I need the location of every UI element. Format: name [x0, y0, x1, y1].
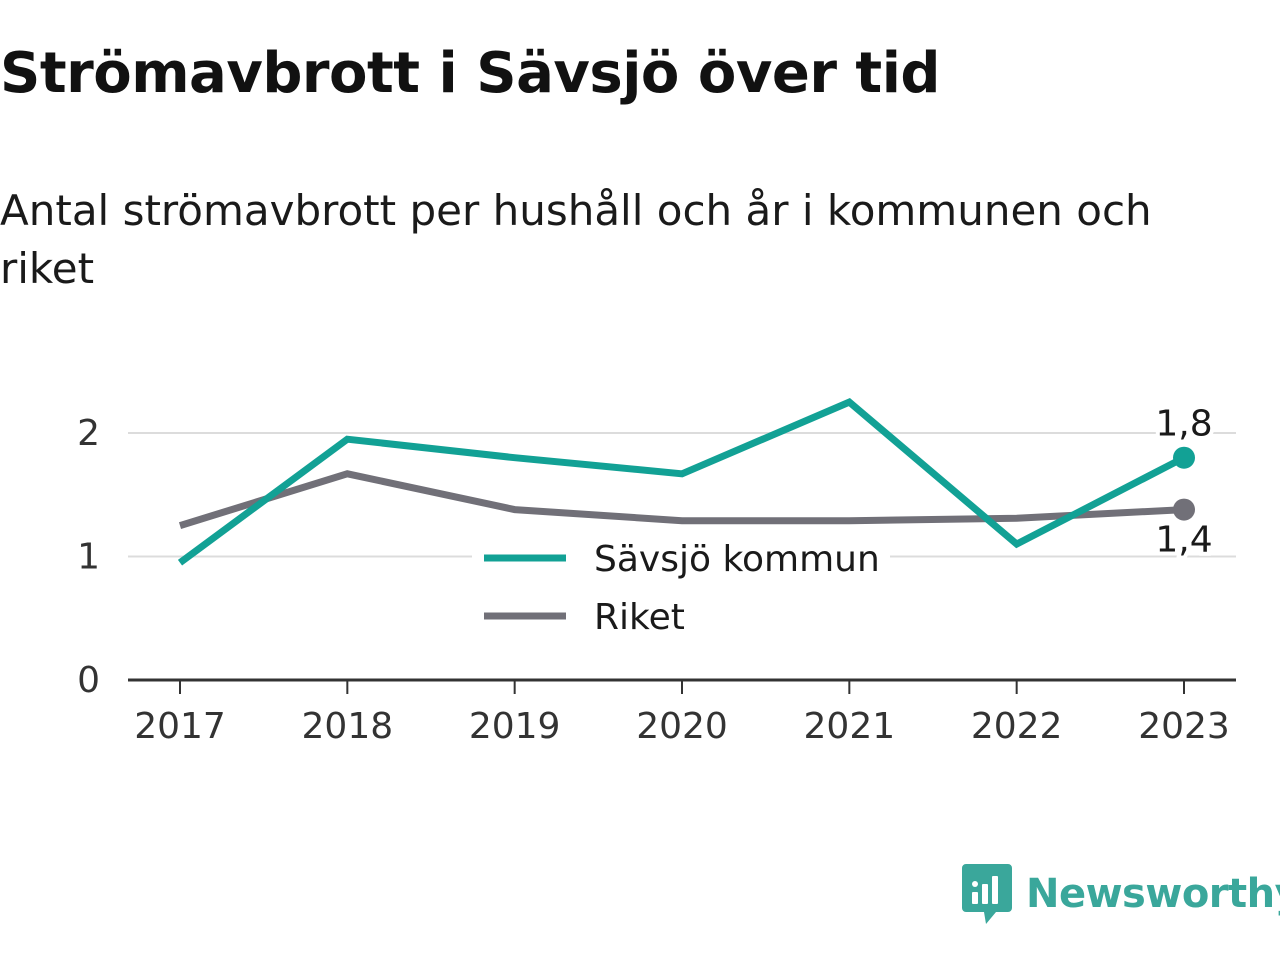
x-tick-label: 2023: [1138, 706, 1230, 747]
x-tick-label: 2022: [971, 706, 1063, 747]
y-tick-label: 0: [77, 660, 100, 701]
newsworthy-logo-icon: [962, 864, 1012, 924]
chart-subtitle: Antal strömavbrott per hushåll och år i …: [0, 186, 1152, 293]
end-label: 1,8: [1155, 404, 1212, 445]
legend-background: [472, 532, 890, 644]
x-tick-label: 2021: [804, 706, 896, 747]
end-label: 1,4: [1155, 520, 1212, 561]
legend-label: Riket: [594, 597, 685, 638]
series-end-point: [1173, 498, 1195, 521]
series-line: [177, 398, 1186, 566]
legend-label: Sävsjö kommun: [594, 539, 880, 580]
brand-logo: Newsworthy: [962, 862, 1280, 926]
x-tick-label: 2020: [636, 706, 728, 747]
series-end-point: [1173, 446, 1195, 469]
x-tick-label: 2018: [302, 706, 394, 747]
y-tick-label: 2: [77, 413, 100, 454]
series-line: [178, 470, 1185, 529]
x-tick-label: 2019: [469, 706, 561, 747]
y-tick-label: 1: [77, 537, 100, 578]
x-tick-label: 2017: [134, 706, 226, 747]
brand-name: Newsworthy: [1026, 871, 1280, 917]
chart-title: Strömavbrott i Sävsjö över tid: [0, 41, 940, 106]
